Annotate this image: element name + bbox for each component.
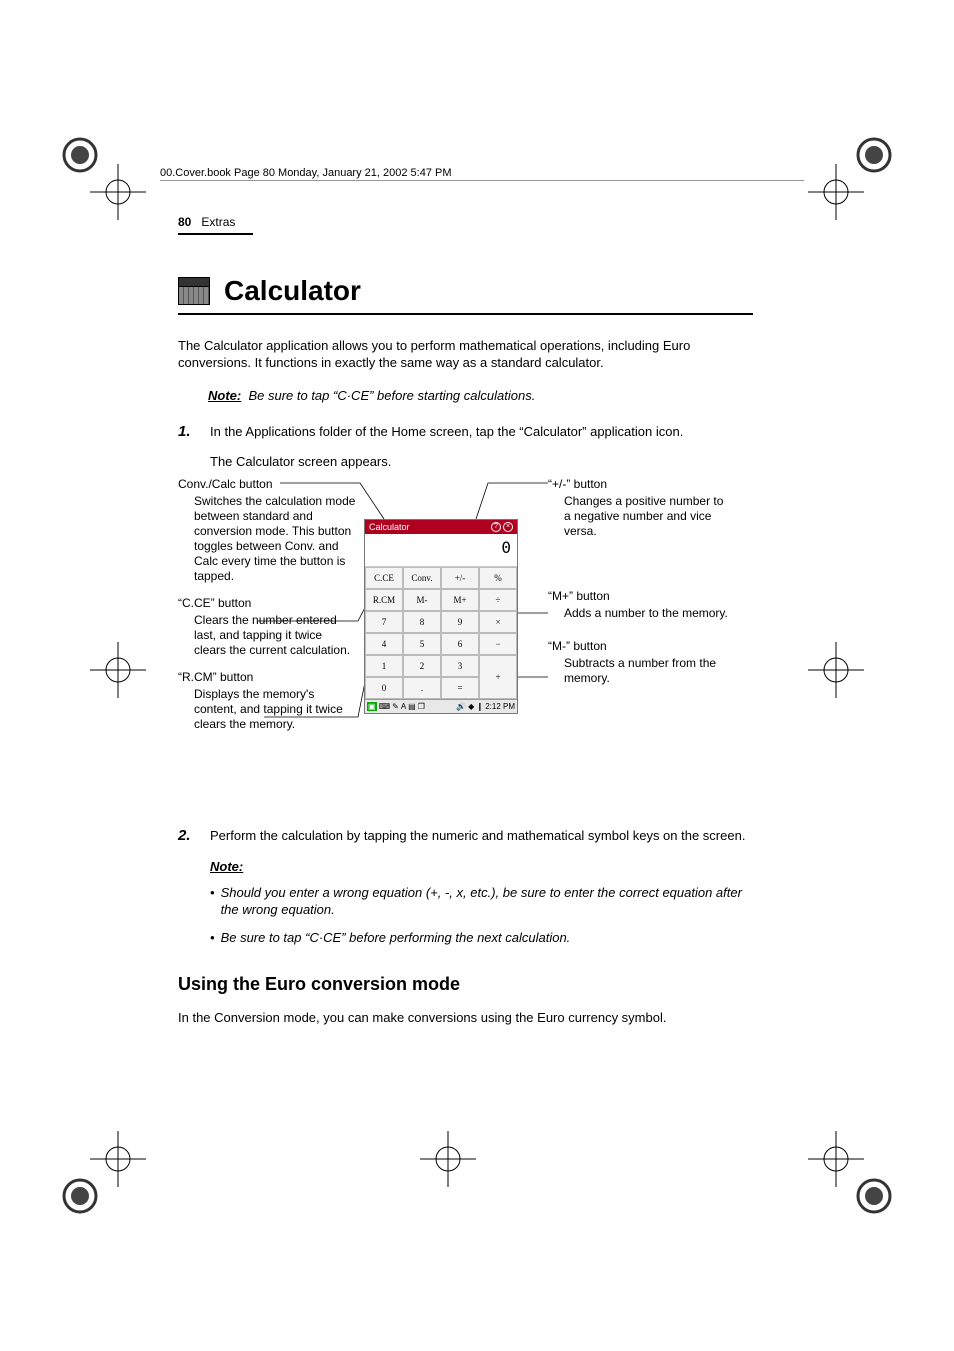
calculator-diagram: Conv./Calc button Switches the calculati… xyxy=(178,477,753,807)
callout-rcm: “R.CM” button Displays the memory's cont… xyxy=(178,670,356,732)
calc-key-Conv.[interactable]: Conv. xyxy=(403,567,441,589)
calc-key-M+[interactable]: M+ xyxy=(441,589,479,611)
callout-mplus: “M+” button Adds a number to the memory. xyxy=(548,589,728,621)
taskbar-icon[interactable]: ▤ xyxy=(408,702,416,711)
callout-plusminus: “+/-” button Changes a positive number t… xyxy=(548,477,728,539)
close-icon[interactable]: × xyxy=(503,522,513,532)
step-1-sub: The Calculator screen appears. xyxy=(210,454,753,469)
callout-mminus: “M-” button Subtracts a number from the … xyxy=(548,639,728,686)
calc-key-5[interactable]: 5 xyxy=(403,633,441,655)
page-header: 80 Extras xyxy=(178,215,753,229)
note-1: Note: Be sure to tap “C·CE” before start… xyxy=(208,388,753,403)
page-title: Calculator xyxy=(224,275,361,307)
calc-key-−[interactable]: − xyxy=(479,633,517,655)
calc-display: 0 xyxy=(365,534,517,567)
note-bullet-1: •Should you enter a wrong equation (+, -… xyxy=(210,884,753,919)
callout-cce: “C.CE” button Clears the number entered … xyxy=(178,596,356,658)
note-label: Note: xyxy=(208,388,241,403)
calc-key-%[interactable]: % xyxy=(479,567,517,589)
calc-key-2[interactable]: 2 xyxy=(403,655,441,677)
calc-key-4[interactable]: 4 xyxy=(365,633,403,655)
calc-key-0[interactable]: 0 xyxy=(365,677,403,699)
taskbar: ▣⌨✎A▤❐ 🔊 ◆ ❙ 2:12 PM xyxy=(365,699,517,713)
calc-key-7[interactable]: 7 xyxy=(365,611,403,633)
calc-key-.[interactable]: . xyxy=(403,677,441,699)
taskbar-status-icons: 🔊 ◆ ❙ xyxy=(456,702,483,711)
calc-key-=[interactable]: = xyxy=(441,677,479,699)
taskbar-icon[interactable]: A xyxy=(401,702,406,711)
reg-cross-tl xyxy=(90,164,146,220)
subheading: Using the Euro conversion mode xyxy=(178,974,753,995)
calc-key-+[interactable]: + xyxy=(479,655,517,699)
note-1-text: Be sure to tap “C·CE” before starting ca… xyxy=(248,388,535,403)
calc-key-+/-[interactable]: +/- xyxy=(441,567,479,589)
page-number: 80 xyxy=(178,215,191,229)
help-icon[interactable]: ? xyxy=(491,522,501,532)
note-bullet-2: •Be sure to tap “C·CE” before performing… xyxy=(210,929,753,947)
screenshot-title: Calculator xyxy=(369,522,410,532)
callout-conv-calc: Conv./Calc button Switches the calculati… xyxy=(178,477,356,584)
reg-cross-bl2 xyxy=(90,1131,146,1187)
calculator-screenshot: Calculator ? × 0 C.CEConv.+/-% R.CMM-M+÷ 7… xyxy=(364,519,518,714)
note-label: Note: xyxy=(210,859,243,874)
calc-key-M-[interactable]: M- xyxy=(403,589,441,611)
calculator-app-icon xyxy=(178,277,210,305)
step-1-number: 1. xyxy=(178,423,196,441)
calc-key-8[interactable]: 8 xyxy=(403,611,441,633)
taskbar-icon[interactable]: ⌨ xyxy=(379,702,391,711)
reg-cross-bc xyxy=(420,1131,476,1187)
calc-key-÷[interactable]: ÷ xyxy=(479,589,517,611)
header-rule xyxy=(160,180,804,181)
taskbar-icon[interactable]: ✎ xyxy=(392,702,399,711)
step-2-number: 2. xyxy=(178,827,196,845)
calc-key-C.CE[interactable]: C.CE xyxy=(365,567,403,589)
step-1-text: In the Applications folder of the Home s… xyxy=(210,423,753,441)
screenshot-titlebar: Calculator ? × xyxy=(365,520,517,534)
subheading-body: In the Conversion mode, you can make con… xyxy=(178,1009,753,1027)
calc-key-R.CM[interactable]: R.CM xyxy=(365,589,403,611)
section-name: Extras xyxy=(201,215,235,229)
title-rule xyxy=(178,313,753,315)
calc-key-6[interactable]: 6 xyxy=(441,633,479,655)
note-2: Note: xyxy=(210,859,753,874)
page-header-rule xyxy=(178,233,253,235)
reg-cross-br2 xyxy=(808,1131,864,1187)
header-text: 00.Cover.book Page 80 Monday, January 21… xyxy=(160,167,804,179)
step-2-text: Perform the calculation by tapping the n… xyxy=(210,827,753,845)
intro-text: The Calculator application allows you to… xyxy=(178,337,753,372)
reg-cross-mr xyxy=(808,642,864,698)
calc-key-1[interactable]: 1 xyxy=(365,655,403,677)
taskbar-icon[interactable]: ▣ xyxy=(367,702,377,711)
reg-cross-tr xyxy=(808,164,864,220)
taskbar-icon[interactable]: ❐ xyxy=(418,702,425,711)
calc-key-3[interactable]: 3 xyxy=(441,655,479,677)
reg-cross-ml xyxy=(90,642,146,698)
calc-key-9[interactable]: 9 xyxy=(441,611,479,633)
taskbar-time: 2:12 PM xyxy=(485,702,515,711)
calc-key-×[interactable]: × xyxy=(479,611,517,633)
